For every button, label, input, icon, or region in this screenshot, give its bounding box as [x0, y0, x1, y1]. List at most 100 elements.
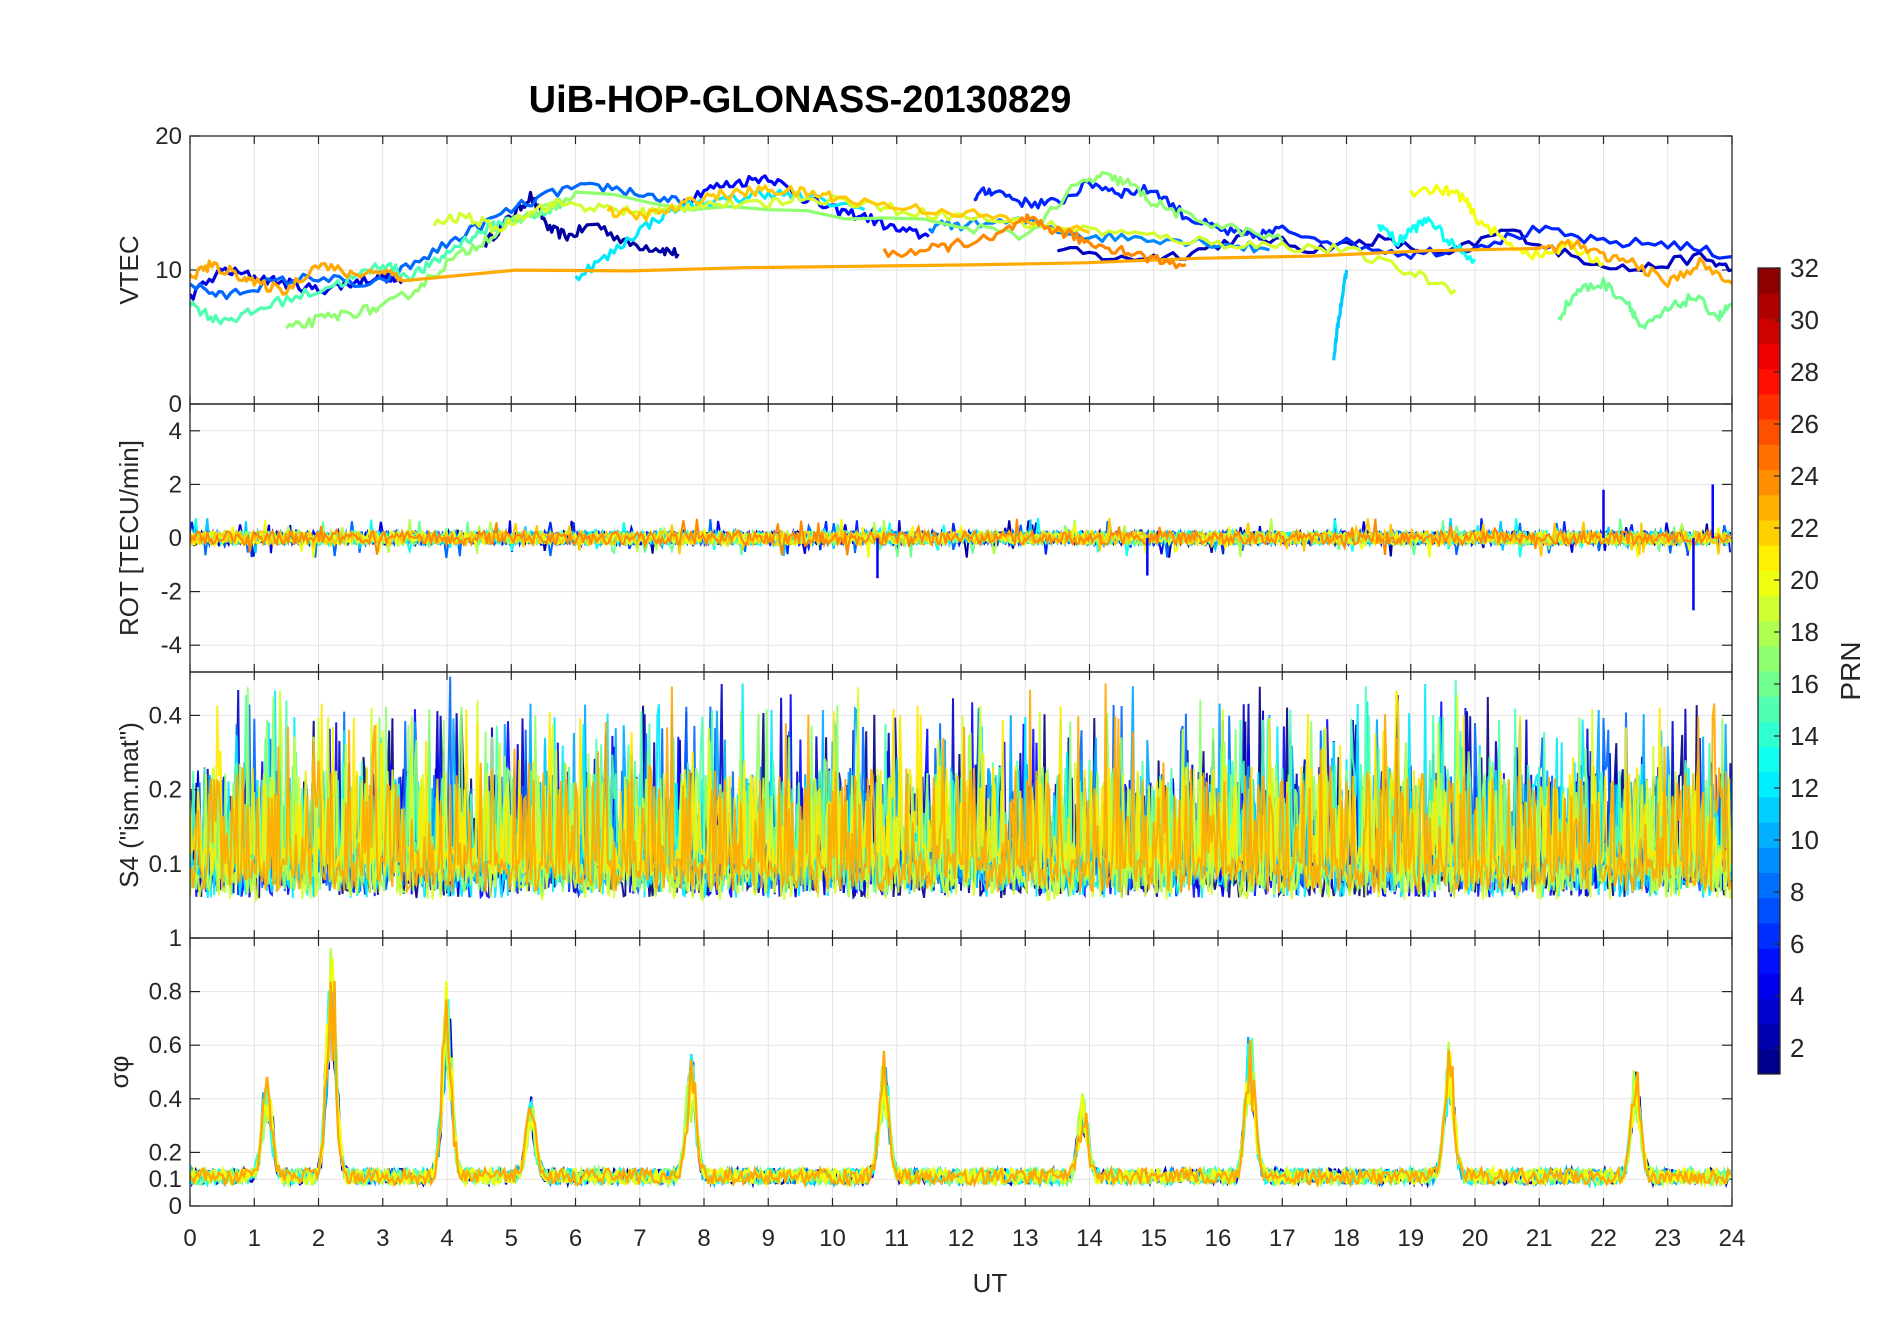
y-tick-label: 1	[169, 925, 182, 952]
x-tick-label: 24	[1719, 1225, 1746, 1252]
x-tick-label: 8	[697, 1225, 710, 1252]
y-axis-label-rot: ROT [TECU/min]	[114, 440, 144, 636]
x-tick-label: 23	[1654, 1225, 1681, 1252]
x-tick-label: 2	[312, 1225, 325, 1252]
x-tick-label: 6	[569, 1225, 582, 1252]
vtec-series-prn-11	[1332, 269, 1349, 361]
sigma-series-prn-3	[190, 975, 1732, 1189]
colorbar-segment	[1758, 1048, 1780, 1075]
x-tick-label: 5	[505, 1225, 518, 1252]
vtec-series-prn-8	[190, 181, 693, 301]
vtec-series-prn-13	[1377, 216, 1477, 264]
y-tick-label: 0.4	[149, 1086, 182, 1113]
rot-series-prn-24	[190, 518, 1731, 556]
colorbar-segment	[1758, 897, 1780, 924]
colorbar-segment	[1758, 393, 1780, 420]
y-tick-label: -4	[161, 632, 182, 659]
y-tick-label: 10	[155, 257, 182, 284]
y-tick-label: 0	[169, 525, 182, 552]
s4-series-prn-19	[190, 687, 1732, 904]
y-axis-label-vtec: VTEC	[114, 235, 144, 304]
data-s4	[190, 676, 1732, 904]
vtec-series-prn-16	[1557, 277, 1732, 330]
colorbar-tick-label: 22	[1790, 513, 1819, 543]
y-tick-label: 0.1	[149, 851, 182, 878]
panel-s4: 0.1 0.2 0.4S4 ("ism.mat")	[114, 671, 1733, 939]
vtec-series-prn-6	[973, 179, 1732, 260]
colorbar-segment	[1758, 318, 1780, 345]
colorbar-segment	[1758, 998, 1780, 1025]
colorbar-segment	[1758, 368, 1780, 395]
colorbar-tick-label: 20	[1790, 565, 1819, 595]
colorbar-segment	[1758, 696, 1780, 722]
y-tick-label: 2	[169, 471, 182, 498]
colorbar-tick-label: 30	[1790, 305, 1819, 335]
x-tick-label: 9	[762, 1225, 775, 1252]
vtec-series-prn-19	[432, 190, 1457, 295]
x-tick-label: 19	[1397, 1225, 1424, 1252]
colorbar-tick-label: 4	[1790, 981, 1804, 1011]
colorbar-tick-label: 6	[1790, 929, 1804, 959]
colorbar-tick-label: 2	[1790, 1033, 1804, 1063]
colorbar-tick-label: 28	[1790, 357, 1819, 387]
s4-series-prn-23	[190, 683, 1732, 895]
y-axis-label-s4: S4 ("ism.mat")	[114, 722, 144, 888]
colorbar-segment	[1758, 796, 1780, 823]
x-tick-label: 22	[1590, 1225, 1617, 1252]
sigma-series-prn-16	[190, 985, 1731, 1189]
s4-series-prn-21	[190, 690, 1732, 879]
sigma-series-prn-18	[190, 948, 1732, 1189]
sigma-series-prn-23	[190, 981, 1732, 1189]
x-tick-label: 12	[948, 1225, 975, 1252]
colorbar-segment	[1758, 620, 1780, 647]
colorbar-tick-label: 14	[1790, 721, 1819, 751]
panel-sigma_phi: 00.10.2 0.4 0.6 0.8 1 σφ	[104, 925, 1733, 1220]
colorbar-segment	[1758, 444, 1780, 470]
colorbar-segment	[1758, 545, 1780, 571]
colorbar-segment	[1758, 419, 1780, 445]
y-axis-label-sigma_phi: σφ	[104, 1056, 134, 1089]
colorbar-segment	[1758, 822, 1780, 848]
colorbar-tick-label: 26	[1790, 409, 1819, 439]
x-tick-label: 15	[1140, 1225, 1167, 1252]
x-tick-label: 10	[819, 1225, 846, 1252]
colorbar-segment	[1758, 293, 1780, 319]
data-vtec	[190, 170, 1732, 361]
y-tick-label: 0.1	[149, 1166, 182, 1193]
panel-rot: -4 -2 0 2 4 ROT [TECU/min]	[114, 403, 1733, 673]
vtec-series-prn-24	[882, 213, 1187, 270]
x-tick-label: 18	[1333, 1225, 1360, 1252]
y-tick-label: 0.8	[149, 979, 182, 1006]
y-tick-label: 0.6	[149, 1032, 182, 1059]
data-sigma_phi	[190, 948, 1732, 1189]
colorbar-segment	[1758, 948, 1780, 974]
vtec-series-prn-17	[285, 170, 1284, 330]
vtec-series-prn-22	[606, 184, 1091, 235]
colorbar-segment	[1758, 570, 1780, 596]
x-axis-label: UT	[973, 1268, 1008, 1298]
x-tick-label: 14	[1076, 1225, 1103, 1252]
colorbar-segment	[1758, 645, 1780, 672]
colorbar-segment	[1758, 922, 1780, 949]
y-tick-label: -2	[161, 579, 182, 606]
data-rot	[190, 484, 1732, 611]
colorbar-tick-label: 16	[1790, 669, 1819, 699]
x-tick-label: 0	[183, 1225, 196, 1252]
x-tick-label: 11	[884, 1225, 909, 1252]
x-tick-label: 21	[1526, 1225, 1553, 1252]
y-tick-label: 0.2	[149, 777, 182, 804]
y-tick-label: 4	[169, 418, 182, 445]
colorbar-frame	[1757, 267, 1781, 1075]
colorbar-segment	[1758, 494, 1780, 521]
colorbar-segment	[1758, 671, 1780, 697]
panel-vtec: 0 10 20 VTEC	[114, 123, 1733, 418]
x-tick-label: 3	[376, 1225, 389, 1252]
colorbar-label: PRN	[1835, 641, 1866, 700]
colorbar-segment	[1758, 721, 1780, 748]
vtec-series-prn-23	[190, 238, 1732, 296]
chart-title: UiB-HOP-GLONASS-20130829	[529, 79, 1072, 121]
y-tick-label: 20	[155, 123, 182, 150]
colorbar-segment	[1758, 469, 1780, 496]
colorbar-segment	[1758, 1023, 1780, 1050]
